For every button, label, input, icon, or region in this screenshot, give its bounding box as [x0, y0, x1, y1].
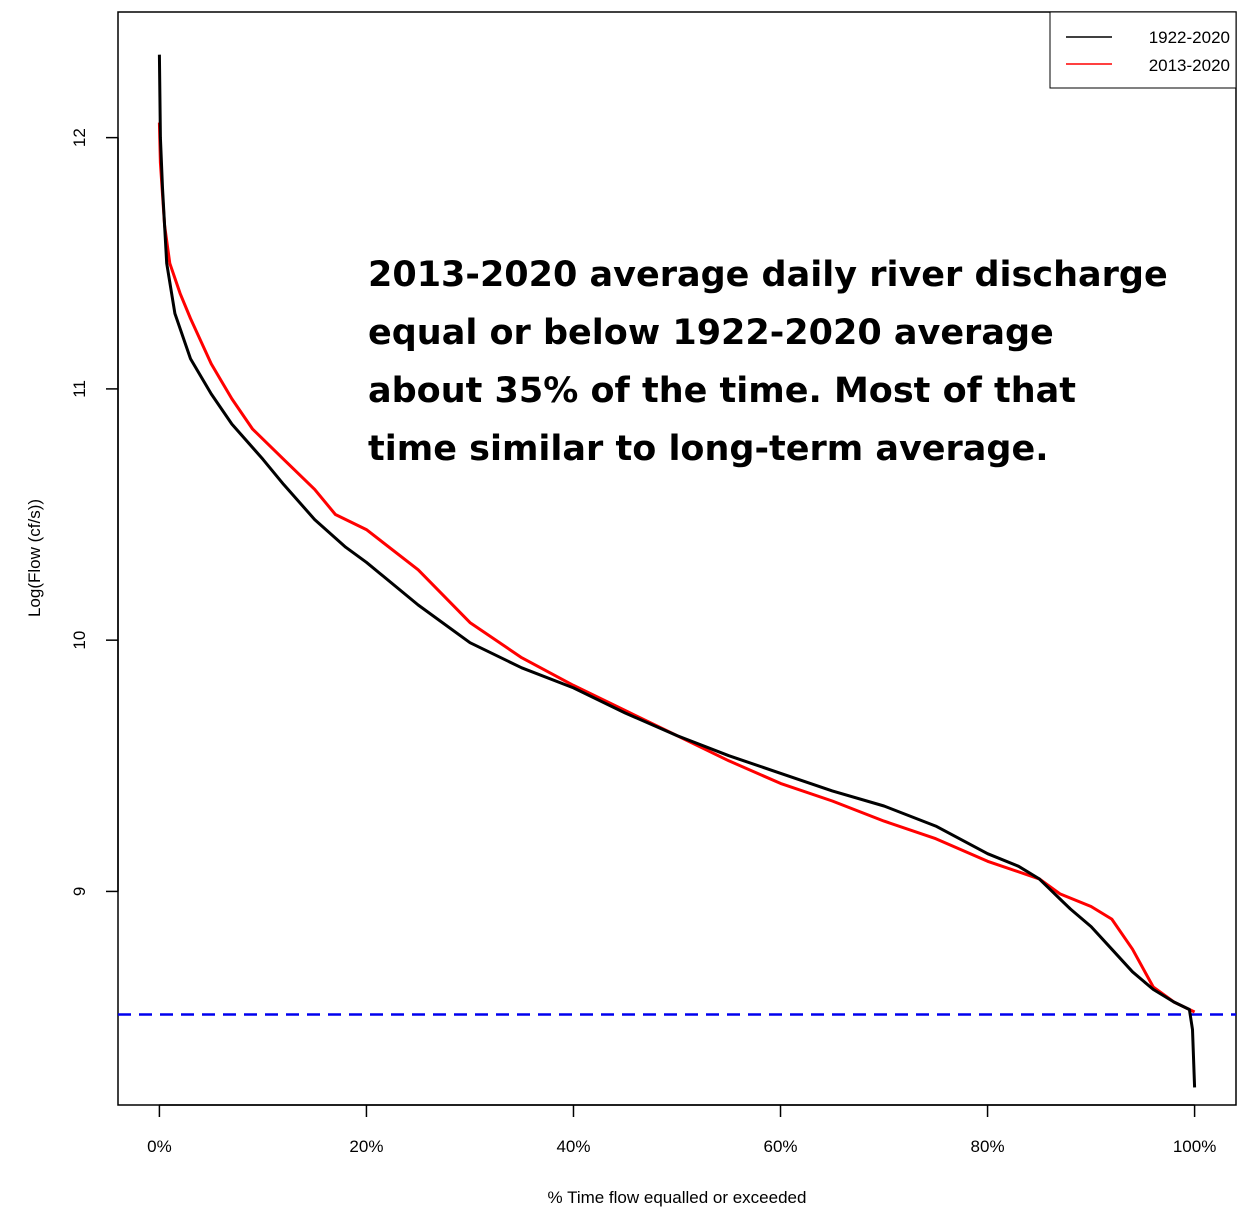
annotation-line: time similar to long-term average.: [368, 429, 1049, 469]
y-tick-label: 9: [70, 887, 89, 896]
plot-frame: [117, 11, 1237, 1106]
x-tick-label: 60%: [764, 1137, 798, 1156]
y-tick-label: 12: [70, 128, 89, 147]
y-tick-label: 11: [70, 380, 89, 398]
annotation-line: about 35% of the time. Most of that: [368, 371, 1077, 411]
series-line-2013-2020: [157, 122, 1196, 1014]
x-tick-label: 80%: [971, 1137, 1005, 1156]
y-axis: 9 10 11 12: [70, 128, 119, 896]
legend-box: [1049, 11, 1237, 89]
legend-label-2013-2020: 2013-2020: [1149, 56, 1230, 75]
legend: 1922-2020 2013-2020: [1049, 11, 1237, 89]
series-line-1922-2020: [157, 54, 1197, 1088]
x-tick-label: 100%: [1173, 1137, 1216, 1156]
x-axis: 0% 20% 40% 60% 80% 100%: [147, 1104, 1216, 1156]
annotation-text: 2013-2020 average daily river discharge …: [368, 246, 1228, 478]
legend-label-1922-2020: 1922-2020: [1149, 28, 1230, 47]
y-axis-label: Log(Flow (cf/s)): [25, 499, 44, 617]
annotation-line: equal or below 1922-2020 average: [368, 313, 1054, 353]
annotation-line: 2013-2020 average daily river discharge: [368, 255, 1168, 295]
x-tick-label: 40%: [556, 1137, 590, 1156]
x-axis-label: % Time flow equalled or exceeded: [548, 1188, 807, 1207]
x-tick-label: 0%: [147, 1137, 172, 1156]
x-tick-label: 20%: [349, 1137, 383, 1156]
y-tick-label: 10: [70, 631, 89, 650]
series-layer: [157, 54, 1197, 1088]
